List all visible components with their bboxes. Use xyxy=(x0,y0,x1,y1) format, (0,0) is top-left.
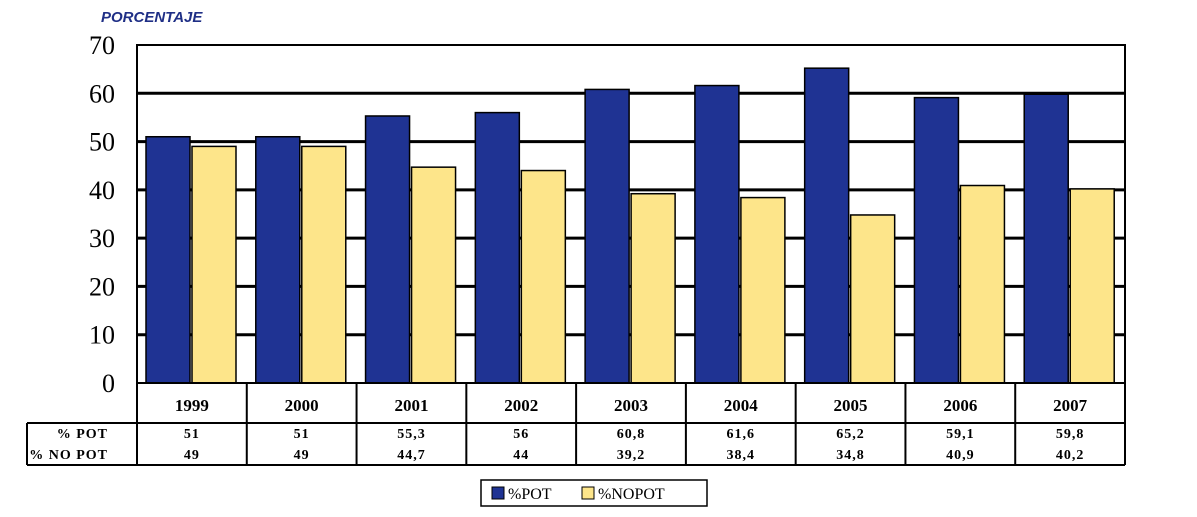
y-tick-label: 10 xyxy=(89,321,115,350)
data-label: 39,2 xyxy=(617,448,646,463)
y-tick-label: 50 xyxy=(89,128,115,157)
category-label: 1999 xyxy=(175,396,209,415)
bar xyxy=(145,135,191,384)
y-tick-labels: 0 10 20 30 40 50 60 70 xyxy=(89,31,115,398)
bar xyxy=(803,67,850,384)
data-label: 49 xyxy=(184,448,200,463)
data-label: 49 xyxy=(294,448,310,463)
legend-swatch xyxy=(581,486,595,500)
data-label: 65,2 xyxy=(836,427,865,442)
bar xyxy=(255,135,301,384)
data-label: 55,3 xyxy=(397,427,426,442)
bar xyxy=(364,115,411,384)
legend-label: %POT xyxy=(508,486,552,503)
data-table: 1999 51 49 2000 51 49 2001 55,3 44,7 2002 56 44 2003… xyxy=(26,382,1126,466)
series-row-label: % NO POT xyxy=(29,448,108,463)
data-label: 60,8 xyxy=(617,427,646,442)
y-tick-label: 30 xyxy=(89,224,115,253)
category-label: 2001 xyxy=(394,396,428,415)
data-label: 44,7 xyxy=(397,448,426,463)
y-tick-label: 20 xyxy=(89,272,115,301)
category-label: 2005 xyxy=(834,396,868,415)
bar xyxy=(191,145,237,384)
data-label: 34,8 xyxy=(836,448,865,463)
data-label: 40,9 xyxy=(946,448,975,463)
bar xyxy=(694,84,740,384)
category-label: 2004 xyxy=(724,396,759,415)
legend-label: %NOPOT xyxy=(598,486,665,503)
bar xyxy=(913,96,960,384)
legend: %POT %NOPOT xyxy=(480,479,708,507)
category-label: 2007 xyxy=(1053,396,1088,415)
bar xyxy=(520,169,567,384)
data-label: 51 xyxy=(184,427,200,442)
bar xyxy=(959,184,1006,384)
data-label: 44 xyxy=(513,448,529,463)
bar xyxy=(849,214,896,384)
data-label: 61,6 xyxy=(727,427,756,442)
category-label: 2002 xyxy=(504,396,538,415)
bar xyxy=(474,111,521,384)
bar xyxy=(1069,188,1115,384)
data-label: 38,4 xyxy=(727,448,756,463)
bar xyxy=(740,196,786,384)
y-axis-label: PORCENTAJE xyxy=(101,9,203,26)
y-tick-label: 40 xyxy=(89,176,115,205)
category-label: 2000 xyxy=(285,396,319,415)
data-label: 40,2 xyxy=(1056,448,1085,463)
bars xyxy=(145,67,1115,384)
bar xyxy=(1023,93,1069,384)
legend-swatch xyxy=(491,486,505,500)
series-row-label: % POT xyxy=(57,427,108,442)
bar xyxy=(584,88,630,384)
data-label: 59,8 xyxy=(1056,427,1085,442)
bar xyxy=(410,166,457,384)
data-label: 59,1 xyxy=(946,427,975,442)
y-tick-label: 0 xyxy=(102,369,115,398)
y-tick-label: 60 xyxy=(89,79,115,108)
bar xyxy=(301,145,347,384)
category-label: 2006 xyxy=(943,396,977,415)
data-label: 51 xyxy=(294,427,310,442)
bar xyxy=(630,192,676,384)
category-label: 2003 xyxy=(614,396,648,415)
y-tick-label: 70 xyxy=(89,31,115,60)
data-label: 56 xyxy=(513,427,529,442)
